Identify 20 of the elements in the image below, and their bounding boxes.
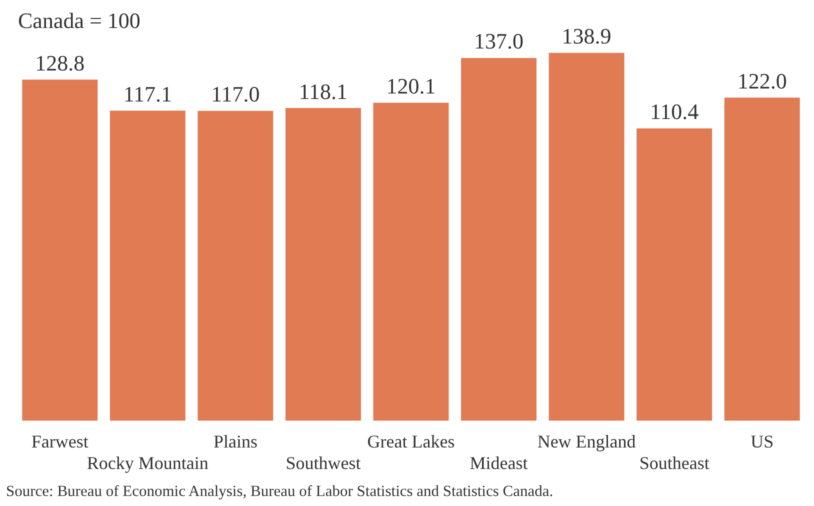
data-label: 120.1 [386,73,436,98]
x-tick-label: Mideast [470,452,528,473]
source-note: Source: Bureau of Economic Analysis, Bureau of Labor Statistics and Statistics Canada. [6,483,554,501]
data-label: 138.9 [562,24,612,49]
chart-title: Canada = 100 [18,8,140,34]
x-tick-label: US [750,431,774,452]
data-label: 128.8 [35,50,85,76]
x-tick-label: Plains [213,431,258,452]
data-label: 137.0 [474,28,524,54]
x-tick-label: Farwest [31,431,88,452]
data-label: 122.0 [737,68,787,94]
x-tick-label: New England [537,431,636,452]
data-label: 118.1 [298,78,348,104]
x-tick-label: Great Lakes [367,431,455,452]
x-tick-label: Southwest [286,452,361,473]
data-label: 117.1 [123,81,172,106]
x-tick-label: Southeast [639,452,710,473]
x-tick-label: Rocky Mountain [86,452,208,473]
data-label: 117.0 [211,82,260,107]
data-label: 110.4 [650,99,699,124]
